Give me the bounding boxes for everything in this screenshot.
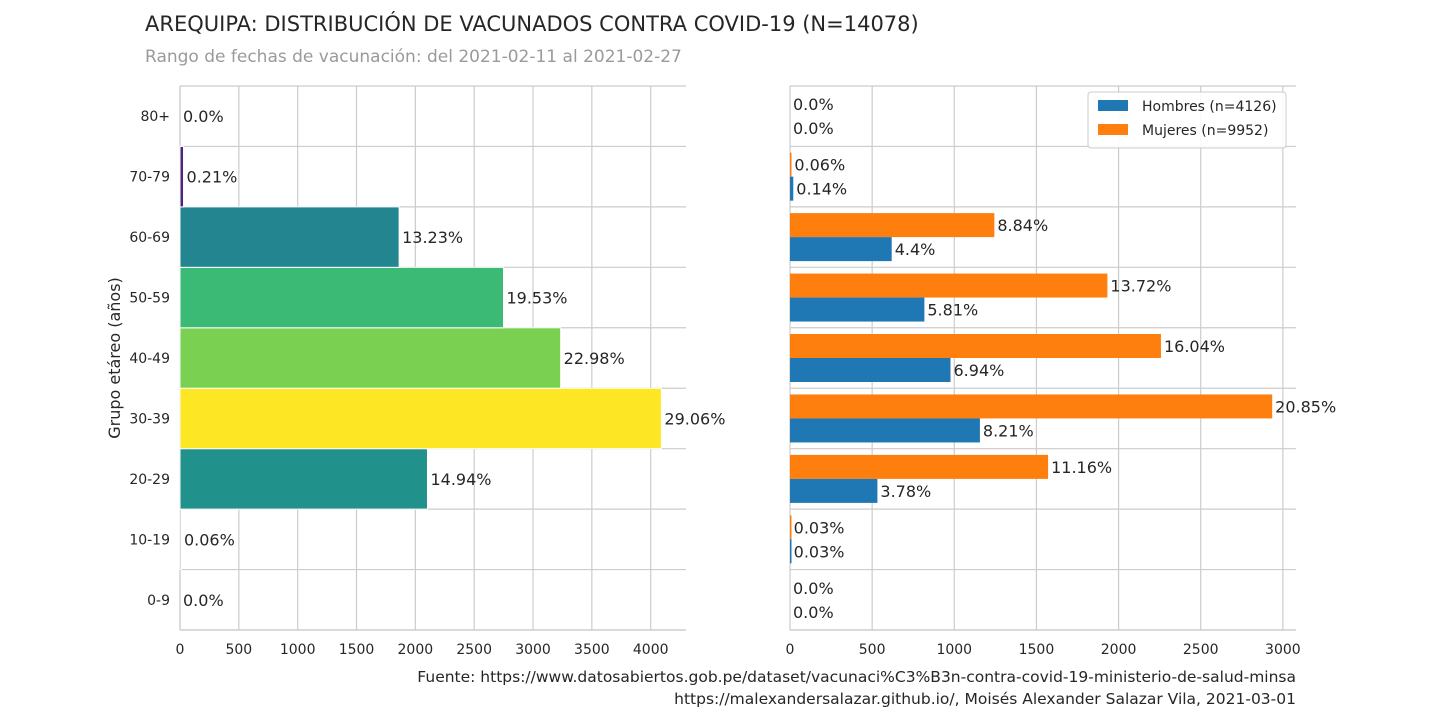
x-tick-label: 0	[176, 642, 185, 658]
data-label-hombres-60-69: 4.4%	[895, 240, 936, 259]
bar-hombres-10-19	[790, 539, 792, 564]
x-tick-label: 500	[225, 642, 252, 658]
chart-subtitle: Rango de fechas de vacunación: del 2021-…	[145, 47, 682, 67]
data-label-mujeres-50-59: 13.72%	[1110, 277, 1171, 296]
bar-mujeres-20-29	[790, 454, 1049, 479]
x-tick-label: 0	[786, 642, 795, 658]
y-tick-label: 80+	[140, 109, 170, 125]
data-label-80+: 0.0%	[183, 107, 224, 126]
x-tick-label: 1000	[936, 642, 972, 658]
data-label-hombres-20-29: 3.78%	[880, 482, 931, 501]
legend-swatch-hombres	[1098, 100, 1128, 111]
bar-40-49	[179, 327, 562, 389]
data-label-50-59: 19.53%	[506, 289, 567, 308]
data-label-70-79: 0.21%	[187, 168, 238, 187]
y-tick-label: 30-39	[129, 411, 170, 427]
bar-70-79	[179, 145, 185, 208]
bar-mujeres-30-39	[790, 394, 1273, 419]
x-tick-label: 3000	[1265, 642, 1301, 658]
bar-hombres-20-29	[790, 478, 878, 503]
data-label-60-69: 13.23%	[402, 228, 463, 247]
x-tick-label: 1000	[280, 642, 316, 658]
x-tick-label: 2000	[398, 642, 434, 658]
x-tick-label: 3500	[574, 642, 610, 658]
bar-20-29	[179, 448, 428, 510]
legend-label-hombres: Hombres (n=4126)	[1142, 99, 1277, 115]
y-tick-label: 40-49	[129, 351, 170, 367]
data-label-hombres-10-19: 0.03%	[794, 542, 845, 561]
legend-box	[1087, 91, 1287, 149]
bar-mujeres-70-79	[790, 152, 792, 177]
bar-mujeres-50-59	[790, 273, 1108, 298]
bar-mujeres-40-49	[790, 334, 1161, 358]
x-tick-label: 1500	[339, 642, 375, 658]
data-label-40-49: 22.98%	[564, 349, 625, 368]
data-label-0-9: 0.0%	[183, 591, 224, 610]
x-tick-label: 4000	[633, 642, 669, 658]
bar-mujeres-60-69	[790, 213, 995, 238]
chart-title: AREQUIPA: DISTRIBUCIÓN DE VACUNADOS CONT…	[145, 12, 919, 36]
bar-mujeres-10-19	[790, 515, 792, 540]
data-label-mujeres-20-29: 11.16%	[1051, 458, 1112, 477]
data-label-hombres-0-9: 0.0%	[793, 603, 834, 622]
data-label-mujeres-30-39: 20.85%	[1275, 397, 1336, 416]
bar-30-39	[179, 387, 662, 450]
data-label-mujeres-40-49: 16.04%	[1164, 337, 1225, 356]
y-tick-label: 10-19	[129, 532, 170, 548]
data-label-10-19: 0.06%	[184, 530, 235, 549]
bar-hombres-70-79	[790, 176, 794, 201]
data-label-mujeres-80+: 0.0%	[793, 95, 834, 114]
bar-hombres-40-49	[790, 358, 951, 382]
y-tick-label: 60-69	[129, 230, 170, 246]
y-axis-label: Grupo etáreo (años)	[105, 277, 124, 439]
data-label-20-29: 14.94%	[430, 470, 491, 489]
credit-footnote: https://malexandersalazar.github.io/, Mo…	[674, 690, 1296, 708]
y-tick-label: 20-29	[129, 472, 170, 488]
bar-60-69	[179, 206, 400, 268]
data-label-mujeres-60-69: 8.84%	[997, 216, 1048, 235]
source-footnote: Fuente: https://www.datosabiertos.gob.pe…	[417, 668, 1296, 686]
data-label-mujeres-10-19: 0.03%	[794, 518, 845, 537]
x-tick-label: 2500	[456, 642, 492, 658]
y-tick-label: 70-79	[129, 170, 170, 186]
x-tick-label: 1500	[1019, 642, 1055, 658]
data-label-mujeres-70-79: 0.06%	[794, 156, 845, 175]
x-tick-label: 3000	[515, 642, 551, 658]
data-label-hombres-40-49: 6.94%	[954, 361, 1005, 380]
x-tick-label: 500	[859, 642, 886, 658]
data-label-hombres-50-59: 5.81%	[927, 301, 978, 320]
bar-hombres-30-39	[790, 418, 980, 443]
bar-10-19	[179, 508, 182, 571]
bar-50-59	[179, 266, 504, 329]
data-label-hombres-70-79: 0.14%	[796, 180, 847, 199]
x-tick-label: 2000	[1101, 642, 1137, 658]
data-label-mujeres-0-9: 0.0%	[793, 579, 834, 598]
bar-hombres-60-69	[790, 237, 892, 262]
y-tick-label: 0-9	[147, 593, 170, 609]
legend-swatch-mujeres	[1098, 124, 1128, 135]
data-label-hombres-30-39: 8.21%	[983, 421, 1034, 440]
data-label-hombres-80+: 0.0%	[793, 119, 834, 138]
y-tick-label: 50-59	[129, 291, 170, 307]
bar-hombres-50-59	[790, 297, 925, 322]
x-tick-label: 2500	[1183, 642, 1219, 658]
legend-label-mujeres: Mujeres (n=9952)	[1142, 123, 1268, 139]
data-label-30-39: 29.06%	[664, 409, 725, 428]
